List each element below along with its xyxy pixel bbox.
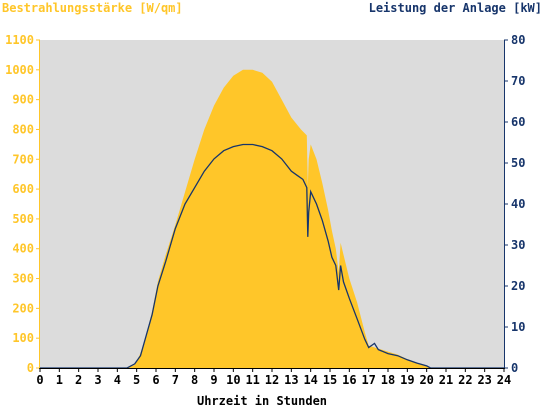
y-left-tick-label: 900 (12, 93, 34, 107)
power-line (40, 143, 504, 369)
x-tick-label: 24 (497, 373, 511, 387)
x-tick-label: 22 (458, 373, 472, 387)
y-left-tick-label: 200 (12, 301, 34, 315)
y-right-tick-label: 30 (511, 238, 525, 252)
y-right-tick-label: 20 (511, 279, 525, 293)
x-tick-label: 6 (152, 373, 159, 387)
y-right-tick-label: 10 (511, 320, 525, 334)
y-left-tick-label: 600 (12, 182, 34, 196)
x-tick-label: 3 (94, 373, 101, 387)
y-right-tick-label: 70 (511, 74, 525, 88)
x-tick-label: 16 (342, 373, 356, 387)
x-tick-label: 17 (361, 373, 375, 387)
x-tick-label: 1 (56, 373, 63, 387)
x-tick-label: 19 (400, 373, 414, 387)
y-left-tick-label: 400 (12, 242, 34, 256)
y-left-tick-label: 500 (12, 212, 34, 226)
x-tick-label: 14 (303, 373, 317, 387)
x-tick-label: 13 (284, 373, 298, 387)
x-tick-label: 7 (172, 373, 179, 387)
y-right-tick-label: 0 (511, 361, 518, 375)
y-left-tick-label: 700 (12, 152, 34, 166)
x-tick-label: 15 (323, 373, 337, 387)
x-tick-label: 10 (226, 373, 240, 387)
x-tick-label: 2 (75, 373, 82, 387)
y-left-tick-label: 0 (27, 361, 34, 375)
x-tick-label: 11 (245, 373, 259, 387)
y-right-tick-label: 60 (511, 115, 525, 129)
y-right-tick-label: 50 (511, 156, 525, 170)
x-tick-label: 21 (439, 373, 453, 387)
y-right-tick-label: 40 (511, 197, 525, 211)
y-axis-left-label: Bestrahlungsstärke [W/qm] (2, 1, 183, 15)
y-left-tick-label: 100 (12, 331, 34, 345)
y-left-tick-label: 1100 (5, 33, 34, 47)
x-tick-label: 8 (191, 373, 198, 387)
x-axis-label: Uhrzeit in Stunden (197, 394, 327, 408)
x-tick-label: 12 (265, 373, 279, 387)
y-left-tick-label: 1000 (5, 63, 34, 77)
y-axis-right-label: Leistung der Anlage [kW] (369, 1, 542, 15)
y-left-tick-label: 800 (12, 122, 34, 136)
y-right-tick-label: 80 (511, 33, 525, 47)
x-tick-label: 9 (210, 373, 217, 387)
x-tick-label: 5 (133, 373, 140, 387)
x-tick-label: 4 (114, 373, 121, 387)
x-tick-label: 20 (419, 373, 433, 387)
y-left-tick-label: 300 (12, 272, 34, 286)
x-tick-label: 23 (477, 373, 491, 387)
x-tick-label: 18 (381, 373, 395, 387)
x-tick-label: 0 (36, 373, 43, 387)
